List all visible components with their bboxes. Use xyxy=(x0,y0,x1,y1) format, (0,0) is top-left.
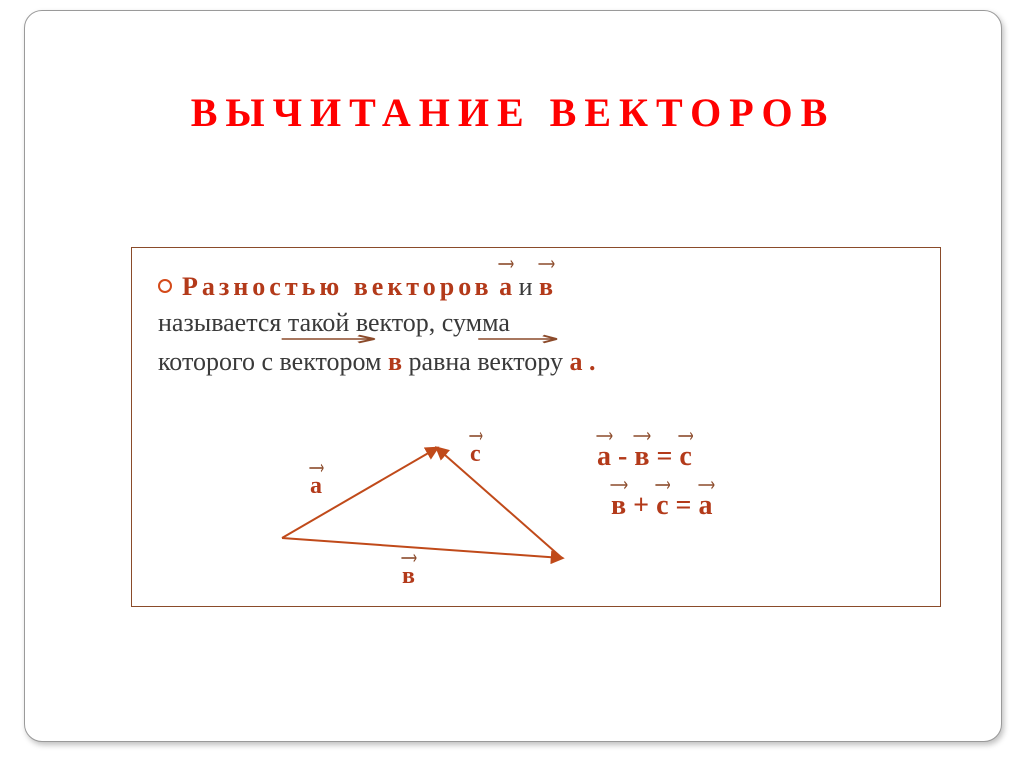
vector-arrow-icon xyxy=(498,259,515,269)
eq2-plus: + xyxy=(626,490,656,521)
vec-v-text: в xyxy=(539,272,553,301)
vector-word-1: вектором xyxy=(280,341,382,380)
eq1-a: а xyxy=(597,438,611,473)
eq1-v: в xyxy=(634,438,649,473)
label-c-text: с xyxy=(470,441,481,467)
eq2-eq: = xyxy=(669,490,699,521)
slide-title: ВЫЧИТАНИЕ ВЕКТОРОВ xyxy=(25,89,1001,136)
eq1-v-text: в xyxy=(634,441,649,472)
label-v-text: в xyxy=(402,563,415,589)
bullet-icon xyxy=(158,279,172,293)
equations: а - в = с в + с xyxy=(597,438,897,522)
vec-word2-text: вектору xyxy=(477,347,563,376)
eq1-c: с xyxy=(679,438,691,473)
title-text: ВЫЧИТАНИЕ ВЕКТОРОВ xyxy=(191,90,836,135)
definition-box: Разностью векторов а и в называется тако… xyxy=(131,247,941,607)
vector-v-inline-1: в xyxy=(539,266,553,305)
edge-c xyxy=(437,448,562,558)
label-v: в xyxy=(402,560,415,590)
eq2-v-text: в xyxy=(611,490,626,521)
edge-v xyxy=(282,538,562,558)
eq2-c: с xyxy=(656,487,668,522)
vector-arrow-icon xyxy=(678,431,694,441)
eq2-v: в xyxy=(611,487,626,522)
diagram-area: а в с а - в = xyxy=(132,428,940,608)
def-equals: равна xyxy=(402,347,477,376)
vector-arrow-icon xyxy=(610,480,629,490)
vector-arrow-icon xyxy=(655,480,671,490)
slide-frame: ВЫЧИТАНИЕ ВЕКТОРОВ Разностью векторов а … xyxy=(24,10,1002,742)
eq2-c-text: с xyxy=(656,490,668,521)
vector-word-2: вектору xyxy=(477,341,563,380)
def-dot: . xyxy=(582,347,595,376)
vector-a-inline-1: а xyxy=(499,266,512,305)
def-line3a: которого с xyxy=(158,347,280,376)
eq1-a-text: а xyxy=(597,441,611,472)
vec-word-text: вектором xyxy=(280,347,382,376)
definition-text: Разностью векторов а и в называется тако… xyxy=(158,266,914,380)
eq1-minus: - xyxy=(611,441,634,472)
equation-1: а - в = с xyxy=(597,438,897,473)
edge-a xyxy=(282,448,437,538)
label-c: с xyxy=(470,438,481,468)
vec-a-text: а xyxy=(499,272,512,301)
equation-2: в + с = а xyxy=(611,487,897,522)
eq2-a-text: а xyxy=(699,490,713,521)
def-lead: Разностью векторов xyxy=(182,272,493,301)
vec-a-text-2: а xyxy=(569,347,582,376)
label-a: а xyxy=(310,470,322,500)
eq1-eq: = xyxy=(649,441,679,472)
vector-arrow-icon xyxy=(698,480,716,490)
eq1-c-text: с xyxy=(679,441,691,472)
label-a-text: а xyxy=(310,473,322,499)
def-and: и xyxy=(512,272,539,301)
triangle-diagram xyxy=(242,428,602,598)
def-line2: называется такой вектор, сумма xyxy=(158,308,510,337)
vector-arrow-icon xyxy=(538,259,556,269)
vector-arrow-icon xyxy=(633,431,652,441)
eq2-a: а xyxy=(699,487,713,522)
vec-v-text-2: в xyxy=(388,347,402,376)
